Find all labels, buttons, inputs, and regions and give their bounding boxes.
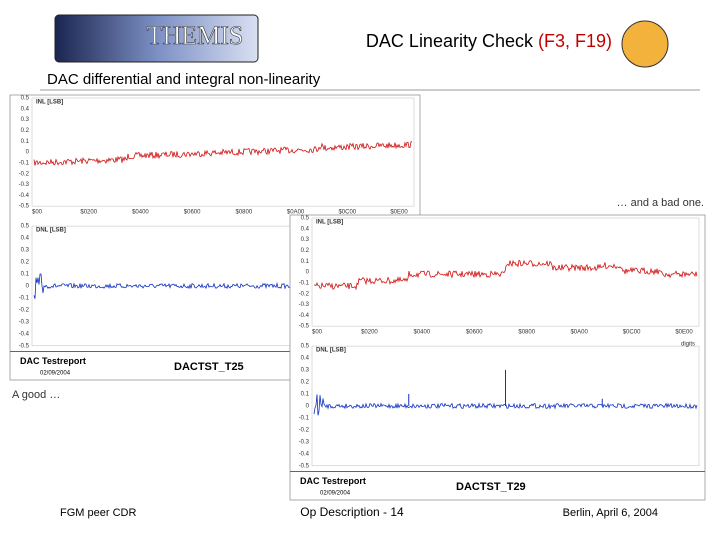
y-tick-label: 0 (26, 284, 30, 290)
y-tick-label: -0.1 (19, 160, 30, 166)
y-tick-label: 0 (26, 150, 30, 156)
y-tick-label: 0.4 (21, 236, 30, 242)
y-tick-label: 0.1 (21, 272, 30, 278)
caption-bad: … and a bad one. (617, 197, 704, 209)
x-tick-label: $00 (32, 210, 43, 216)
y-tick-label: -0.4 (299, 451, 310, 457)
logo-box (54, 14, 259, 63)
y-tick-label: -0.3 (19, 182, 30, 188)
y-tick-label: 0.5 (301, 344, 310, 350)
y-tick-label: -0.3 (19, 319, 30, 325)
x-tick-label: $0600 (466, 330, 483, 336)
x-tick-label: $0800 (518, 330, 535, 336)
y-tick-label: 0.1 (301, 259, 310, 265)
x-tick-label: $0E00 (390, 210, 408, 216)
x-tick-label: $00 (312, 330, 323, 336)
panel-bad: INL [LSB] 0.5 0.4 0.3 0.2 0.1 0 -0.1 -0.2 -0.3 -0.… (289, 214, 706, 501)
y-tick-label: -0.3 (299, 302, 310, 308)
plot-frame (31, 97, 415, 207)
axis-label: DNL [LSB] (36, 228, 66, 234)
report-id: DACTST_T25 (174, 361, 244, 373)
y-tick-label: -0.1 (299, 280, 310, 286)
x-tick-label: $0400 (132, 210, 149, 216)
title-main: DAC Linearity Check (366, 31, 534, 51)
y-tick-label: 0.5 (21, 224, 30, 230)
y-tick-label: 0.5 (301, 216, 310, 222)
title: DAC Linearity Check (F3, F19) (366, 31, 612, 51)
y-tick-label: 0.2 (21, 128, 30, 134)
y-tick-label: -0.5 (299, 463, 310, 469)
y-tick-label: 0.1 (301, 392, 310, 398)
y-tick-label: 0.1 (21, 139, 30, 145)
x-tick-label: $0A00 (570, 330, 588, 336)
y-tick-label: 0.2 (301, 380, 310, 386)
report-date: 02/09/2004 (40, 370, 71, 376)
x-tick-label: $0E00 (675, 330, 693, 336)
y-tick-label: -0.4 (19, 331, 30, 337)
report-date: 02/09/2004 (320, 490, 351, 496)
mission-logo (621, 20, 669, 68)
y-tick-label: -0.2 (299, 291, 310, 297)
y-tick-label: -0.1 (299, 415, 310, 421)
y-tick-label: 0 (306, 270, 310, 276)
subtitle: DAC differential and integral non-linear… (47, 71, 321, 88)
y-tick-label: 0.4 (301, 226, 310, 232)
y-tick-label: 0.2 (301, 248, 310, 254)
x-tick-label: $0400 (414, 330, 431, 336)
x-tick-label: $0C00 (338, 210, 356, 216)
y-tick-label: -0.5 (19, 204, 30, 210)
y-tick-label: 0.3 (301, 237, 310, 243)
report-id: DACTST_T29 (456, 481, 526, 493)
x-tick-label: $0600 (184, 210, 201, 216)
x-tick-label: $0800 (236, 210, 253, 216)
x-tick-label: $0200 (361, 330, 378, 336)
y-tick-label: -0.5 (19, 343, 30, 349)
y-tick-label: -0.4 (19, 193, 30, 199)
x-tick-label: $0200 (80, 210, 97, 216)
x-tick-label: $0A00 (287, 210, 305, 216)
axis-label: INL [LSB] (36, 100, 63, 106)
y-tick-label: -0.5 (299, 324, 310, 330)
y-tick-label: 0.2 (21, 260, 30, 266)
footer-left: FGM peer CDR (60, 507, 136, 519)
x-tick-label: $0C00 (623, 330, 641, 336)
y-tick-label: -0.2 (299, 427, 310, 433)
y-tick-label: 0.3 (21, 117, 30, 123)
plot-frame (311, 217, 700, 327)
trace (33, 141, 413, 166)
y-tick-label: 0.3 (301, 368, 310, 374)
y-tick-label: -0.2 (19, 307, 30, 313)
caption-good: A good … (12, 389, 60, 401)
trace (313, 259, 698, 291)
report-title: DAC Testreport (300, 476, 366, 486)
y-tick-label: 0 (306, 404, 310, 410)
y-tick-label: 0.4 (21, 106, 30, 112)
report-title: DAC Testreport (20, 356, 86, 366)
logo-text: THEMIS (147, 21, 244, 50)
footer-center: Op Description - 14 (300, 505, 404, 519)
y-tick-label: -0.3 (299, 439, 310, 445)
y-tick-label: 0.5 (21, 96, 30, 102)
y-tick-label: -0.4 (299, 313, 310, 319)
y-tick-label: -0.1 (19, 295, 30, 301)
axis-label: INL [LSB] (316, 220, 343, 226)
footer-right: Berlin, April 6, 2004 (563, 507, 658, 519)
y-tick-label: 0.3 (21, 248, 30, 254)
title-highlight: (F3, F19) (538, 31, 612, 51)
x-axis-label: digits (681, 342, 695, 348)
axis-label: DNL [LSB] (316, 348, 346, 354)
y-tick-label: -0.2 (19, 171, 30, 177)
y-tick-label: 0.4 (301, 356, 310, 362)
